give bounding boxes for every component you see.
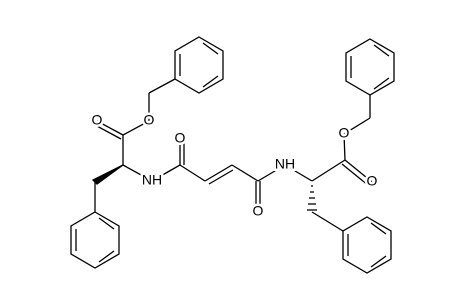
- atom-label: O: [92, 112, 103, 128]
- atom-label: O: [367, 173, 378, 189]
- bonds: [70, 36, 395, 274]
- atom-label: NH: [142, 172, 162, 188]
- atom-labels: O O NH O O NH O O: [89, 109, 380, 221]
- atom-label: O: [175, 130, 186, 146]
- atom-label: NH: [275, 156, 295, 172]
- atom-label: O: [253, 203, 264, 219]
- atom-label: O: [339, 125, 350, 141]
- atom-label: O: [144, 112, 155, 128]
